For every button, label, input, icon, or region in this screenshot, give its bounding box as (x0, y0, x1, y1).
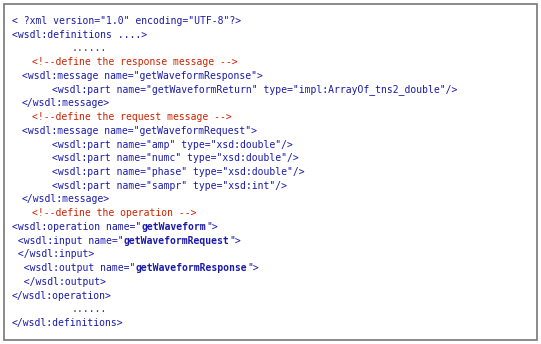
Text: <wsdl:part name="numc" type="xsd:double"/>: <wsdl:part name="numc" type="xsd:double"… (52, 153, 299, 163)
Text: <wsdl:part name="amp" type="xsd:double"/>: <wsdl:part name="amp" type="xsd:double"/… (52, 140, 293, 150)
Text: <wsdl:definitions ....>: <wsdl:definitions ....> (12, 30, 147, 40)
Text: ">: "> (247, 263, 259, 273)
Text: <wsdl:part name="phase" type="xsd:double"/>: <wsdl:part name="phase" type="xsd:double… (52, 167, 305, 177)
Text: <wsdl:output name=": <wsdl:output name=" (12, 263, 135, 273)
Text: ......: ...... (72, 43, 107, 53)
Text: ......: ...... (72, 304, 107, 314)
Text: ">: "> (206, 222, 217, 232)
Text: <wsdl:part name="getWaveformReturn" type="impl:ArrayOf_tns2_double"/>: <wsdl:part name="getWaveformReturn" type… (52, 84, 457, 95)
Text: <!--define the response message -->: <!--define the response message --> (32, 57, 237, 67)
Text: getWaveform: getWaveform (141, 222, 206, 232)
Text: </wsdl:output>: </wsdl:output> (12, 277, 106, 287)
Text: </wsdl:definitions>: </wsdl:definitions> (12, 318, 124, 328)
Text: getWaveformRequest: getWaveformRequest (124, 236, 229, 246)
Text: <wsdl:message name="getWaveformRequest">: <wsdl:message name="getWaveformRequest"> (22, 126, 257, 136)
Text: <wsdl:part name="sampr" type="xsd:int"/>: <wsdl:part name="sampr" type="xsd:int"/> (52, 181, 287, 191)
Text: getWaveformResponse: getWaveformResponse (135, 263, 247, 273)
Text: </wsdl:message>: </wsdl:message> (22, 194, 110, 204)
Text: </wsdl:input>: </wsdl:input> (12, 249, 94, 259)
Text: <wsdl:operation name=": <wsdl:operation name=" (12, 222, 141, 232)
Text: ">: "> (229, 236, 241, 246)
Text: </wsdl:operation>: </wsdl:operation> (12, 291, 112, 301)
Text: < ?xml version="1.0" encoding="UTF-8"?>: < ?xml version="1.0" encoding="UTF-8"?> (12, 16, 241, 26)
Text: <!--define the operation -->: <!--define the operation --> (32, 208, 196, 218)
Text: <wsdl:message name="getWaveformResponse">: <wsdl:message name="getWaveformResponse"… (22, 71, 263, 81)
Text: <wsdl:input name=": <wsdl:input name=" (12, 236, 124, 246)
Text: <!--define the request message -->: <!--define the request message --> (32, 112, 232, 122)
Text: </wsdl:message>: </wsdl:message> (22, 98, 110, 108)
